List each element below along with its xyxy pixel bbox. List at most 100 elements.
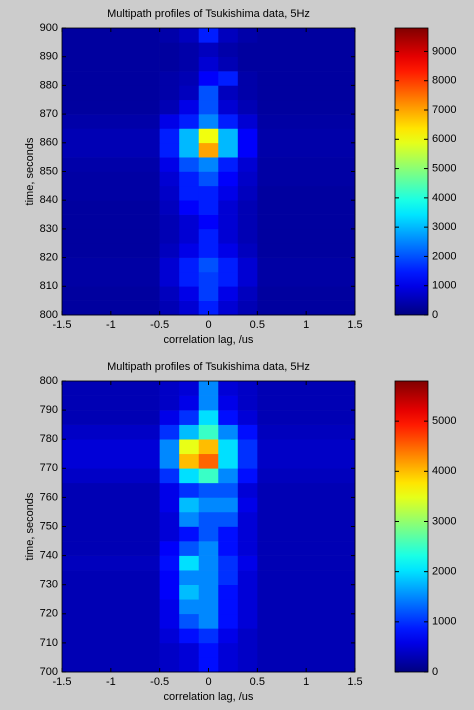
- heatmap-cell: [179, 381, 200, 396]
- heatmap-cell: [198, 157, 219, 172]
- heatmap-cell: [257, 410, 356, 425]
- heatmap-cell: [62, 257, 160, 273]
- colorbar-tick-label: 1000: [432, 280, 456, 292]
- heatmap-cell: [62, 453, 160, 469]
- heatmap-cell: [179, 584, 200, 600]
- heatmap-cell: [159, 381, 180, 396]
- heatmap-cell: [198, 657, 219, 673]
- heatmap-cell: [257, 185, 356, 201]
- heatmap-cell: [198, 468, 219, 484]
- heatmap-cell: [62, 628, 160, 644]
- heatmap-cell: [159, 228, 180, 244]
- heatmap-cell: [198, 142, 219, 158]
- heatmap-cell: [218, 584, 239, 600]
- heatmap-cell: [237, 541, 258, 556]
- heatmap-cell: [218, 71, 239, 86]
- colorbar-tick-label: 6000: [432, 133, 456, 145]
- x-tick-label: 0: [205, 319, 211, 331]
- heatmap-cell: [257, 511, 356, 527]
- heatmap-cell: [257, 128, 356, 144]
- heatmap-cell: [218, 497, 239, 513]
- y-tick-label: 720: [40, 608, 58, 620]
- heatmap-cell: [159, 468, 180, 484]
- heatmap-cell: [198, 599, 219, 615]
- heatmap-cell: [257, 228, 356, 244]
- colorbar-tick-label: 0: [432, 666, 438, 678]
- heatmap-cell: [159, 286, 180, 301]
- heatmap-cell: [198, 171, 219, 187]
- heatmap-cell: [198, 395, 219, 411]
- heatmap-cell: [198, 56, 219, 72]
- chart-title: Multipath profiles of Tsukishima data, 5…: [107, 361, 310, 373]
- heatmap-cell: [237, 228, 258, 244]
- heatmap-cell: [198, 114, 219, 129]
- heatmap-cell: [218, 185, 239, 201]
- heatmap-cell: [159, 157, 180, 172]
- heatmap-cell: [257, 157, 356, 172]
- heatmap-cell: [198, 424, 219, 440]
- colorbar-tick-label: 5000: [432, 162, 456, 174]
- heatmap-cell: [218, 381, 239, 396]
- heatmap-cell: [62, 482, 160, 498]
- heatmap-cell: [257, 555, 356, 571]
- heatmap-cell: [257, 424, 356, 440]
- heatmap-cell: [218, 271, 239, 287]
- heatmap-cell: [237, 171, 258, 187]
- heatmap-cell: [179, 599, 200, 615]
- y-tick-label: 840: [40, 194, 58, 206]
- heatmap-cell: [218, 642, 239, 658]
- heatmap-cell: [159, 570, 180, 585]
- heatmap-cell: [237, 395, 258, 411]
- heatmap-cell: [218, 28, 239, 43]
- heatmap-cell: [198, 128, 219, 144]
- heatmap-cell: [159, 243, 180, 258]
- x-tick-label: 0: [205, 676, 211, 688]
- heatmap-cell: [179, 286, 200, 301]
- heatmap-cell: [257, 642, 356, 658]
- heatmap-cell: [237, 271, 258, 287]
- colorbar-tick-label: 8000: [432, 75, 456, 87]
- heatmap-cell: [159, 453, 180, 469]
- heatmap-cell: [257, 300, 356, 316]
- y-tick-label: 790: [40, 404, 58, 416]
- y-tick-label: 830: [40, 223, 58, 235]
- heatmap-cell: [62, 642, 160, 658]
- colorbar-tick-label: 3000: [432, 515, 456, 527]
- heatmap-cell: [218, 99, 239, 115]
- heatmap-cell: [218, 570, 239, 585]
- heatmap-cell: [237, 584, 258, 600]
- heatmap-cell: [237, 439, 258, 455]
- heatmap-cell: [198, 228, 219, 244]
- heatmap-cell: [237, 410, 258, 425]
- heatmap-cell: [237, 157, 258, 172]
- heatmap-cell: [62, 142, 160, 158]
- heatmap-cell: [62, 424, 160, 440]
- heatmap-cell: [179, 439, 200, 455]
- x-tick-label: -1: [106, 676, 116, 688]
- heatmap-cell: [198, 99, 219, 115]
- y-axis-label: time, seconds: [24, 137, 36, 205]
- heatmap-cell: [257, 142, 356, 158]
- y-tick-label: 880: [40, 79, 58, 91]
- heatmap-cell: [62, 286, 160, 301]
- colorbar-tick-label: 5000: [432, 415, 456, 427]
- colorbar-tick-label: 2000: [432, 566, 456, 578]
- heatmap-cell: [218, 555, 239, 571]
- colorbar-tick-label: 2000: [432, 250, 456, 262]
- x-tick-label: -1.5: [53, 319, 72, 331]
- x-tick-label: 1: [303, 319, 309, 331]
- heatmap-cell: [237, 71, 258, 86]
- heatmap-cell: [218, 395, 239, 411]
- heatmap-cell: [257, 482, 356, 498]
- heatmap-cell: [62, 468, 160, 484]
- heatmap-cell: [159, 85, 180, 101]
- heatmap-cell: [257, 497, 356, 513]
- heatmap-cell: [62, 71, 160, 86]
- heatmap-cell: [198, 497, 219, 513]
- heatmap-cell: [257, 526, 356, 542]
- heatmap-cell: [218, 468, 239, 484]
- y-tick-label: 730: [40, 579, 58, 591]
- x-tick-label: 1.5: [347, 319, 362, 331]
- heatmap-cell: [198, 628, 219, 644]
